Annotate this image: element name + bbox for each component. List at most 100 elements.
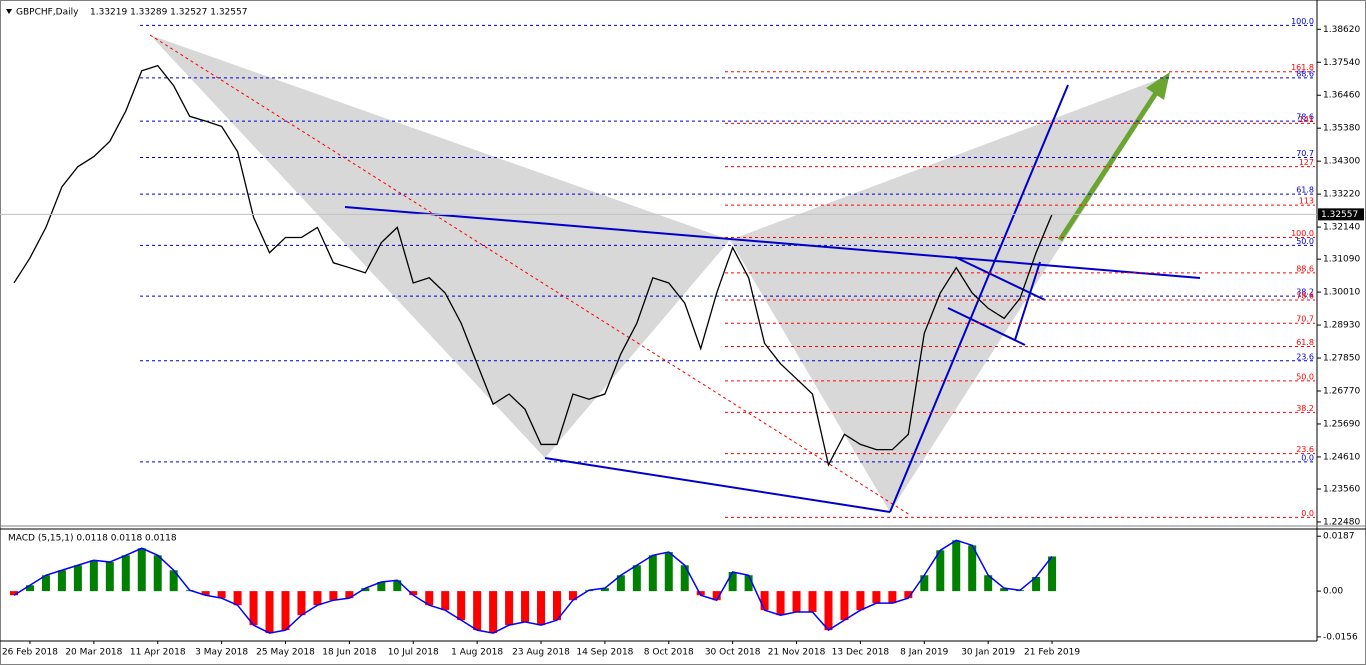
macd-bar: [552, 591, 561, 621]
x-tick-label: 21 Nov 2018: [768, 648, 826, 658]
macd-bar: [1048, 556, 1057, 592]
fib-label: 88.6: [1296, 264, 1314, 273]
macd-bar: [153, 555, 162, 592]
macd-bar: [1032, 577, 1041, 592]
x-tick-label: 8 Oct 2018: [644, 648, 694, 658]
macd-bar: [872, 591, 881, 604]
x-tick-label: 26 Feb 2018: [2, 648, 58, 658]
macd-bar: [712, 591, 721, 601]
channel-line: [947, 307, 1026, 346]
fib-label: 61.8: [1296, 338, 1314, 347]
x-tick-label: 23 Aug 2018: [512, 648, 570, 658]
macd-bar: [489, 591, 498, 634]
macd-bar: [808, 591, 817, 612]
macd-bar: [233, 591, 242, 606]
macd-bar: [792, 591, 801, 612]
macd-line: [13, 539, 1053, 634]
macd-bar: [281, 591, 290, 631]
fib-label: 23.6: [1296, 352, 1314, 361]
fib-label: 161.8: [1291, 63, 1314, 72]
y-tick-label: -0.0156: [1323, 632, 1358, 642]
last-price-box: [1318, 208, 1364, 221]
macd-bar: [1000, 588, 1009, 592]
y-tick-label: 1.33220: [1323, 190, 1360, 200]
y-tick-label: 1.34300: [1323, 157, 1360, 167]
macd-bar: [648, 555, 657, 592]
macd-bar: [313, 591, 322, 606]
macd-bar: [169, 570, 178, 592]
channel-line: [1014, 261, 1041, 341]
y-tick-label: 1.24610: [1323, 452, 1360, 462]
y-tick-label: 1.37540: [1323, 58, 1360, 68]
y-tick-label: 0.00: [1323, 587, 1343, 597]
y-tick-label: 1.32140: [1323, 223, 1360, 233]
fib-label: 0.0: [1301, 509, 1314, 518]
fib-label: 127: [1299, 158, 1314, 167]
fib-label: 50.0: [1296, 372, 1314, 381]
y-tick-label: 1.30010: [1323, 288, 1360, 298]
macd-bar: [425, 591, 434, 606]
macd-bar: [824, 591, 833, 631]
macd-bar: [57, 570, 66, 592]
macd-bar: [856, 591, 865, 611]
macd-bar: [377, 582, 386, 592]
macd-bar: [441, 591, 450, 611]
macd-bar: [664, 552, 673, 592]
macd-bar: [968, 545, 977, 592]
macd-bar: [329, 591, 338, 601]
macd-bar: [744, 575, 753, 592]
macd-bar: [345, 591, 354, 599]
macd-bar: [760, 591, 769, 611]
fib-label: 70.7: [1296, 149, 1314, 158]
y-tick-label: 1.22480: [1323, 517, 1360, 527]
trendline: [344, 206, 1201, 279]
menu-arrow[interactable]: [6, 9, 12, 14]
y-tick-label: 1.38620: [1323, 25, 1360, 35]
macd-bar: [217, 591, 226, 599]
macd-bar: [840, 591, 849, 621]
x-tick-label: 14 Sep 2018: [576, 648, 633, 658]
macd-bar: [249, 591, 258, 626]
fib-label: 100.0: [1291, 17, 1314, 26]
symbol: GBPCHF,Daily: [16, 8, 79, 18]
trendline: [544, 457, 891, 513]
fib-label: 38.2: [1296, 288, 1314, 297]
macd-bar: [41, 575, 50, 592]
x-tick-label: 8 Jan 2019: [900, 648, 948, 658]
macd-bar: [696, 591, 705, 596]
arrow-shaft: [1057, 88, 1161, 242]
macd-bar: [680, 565, 689, 592]
y-tick-label: 0.0187: [1323, 532, 1355, 542]
macd-bar: [473, 591, 482, 631]
trendline: [889, 84, 1069, 513]
macd-title: MACD (5,15,1) 0.0118 0.0118 0.0118: [8, 534, 177, 544]
fib-label: 0.0: [1301, 453, 1314, 462]
fib-label: 100.0: [1291, 229, 1314, 238]
y-tick-label: 1.35380: [1323, 124, 1360, 134]
x-tick-label: 18 Jun 2018: [322, 648, 376, 658]
macd-bar: [137, 548, 146, 592]
macd-bar: [728, 572, 737, 592]
macd-bar: [568, 591, 577, 601]
fib-label: 141: [1299, 115, 1314, 124]
y-tick-label: 1.28930: [1323, 321, 1360, 331]
macd-bar: [201, 591, 210, 596]
macd-bar: [920, 575, 929, 592]
fib-label: 78.6: [1296, 292, 1314, 301]
x-tick-label: 13 Dec 2018: [832, 648, 890, 658]
harmonic-triangle: [730, 75, 1170, 512]
macd-bar: [600, 588, 609, 592]
macd-bar: [89, 560, 98, 592]
fib-label: 70.7: [1296, 315, 1314, 324]
macd-bar: [457, 591, 466, 621]
x-tick-label: 11 Apr 2018: [130, 648, 186, 658]
macd-bar: [537, 591, 546, 626]
macd-bar: [952, 540, 961, 592]
macd-bar: [616, 575, 625, 592]
macd-bar: [265, 591, 274, 634]
macd-bar: [25, 585, 34, 592]
macd-bar: [776, 591, 785, 616]
